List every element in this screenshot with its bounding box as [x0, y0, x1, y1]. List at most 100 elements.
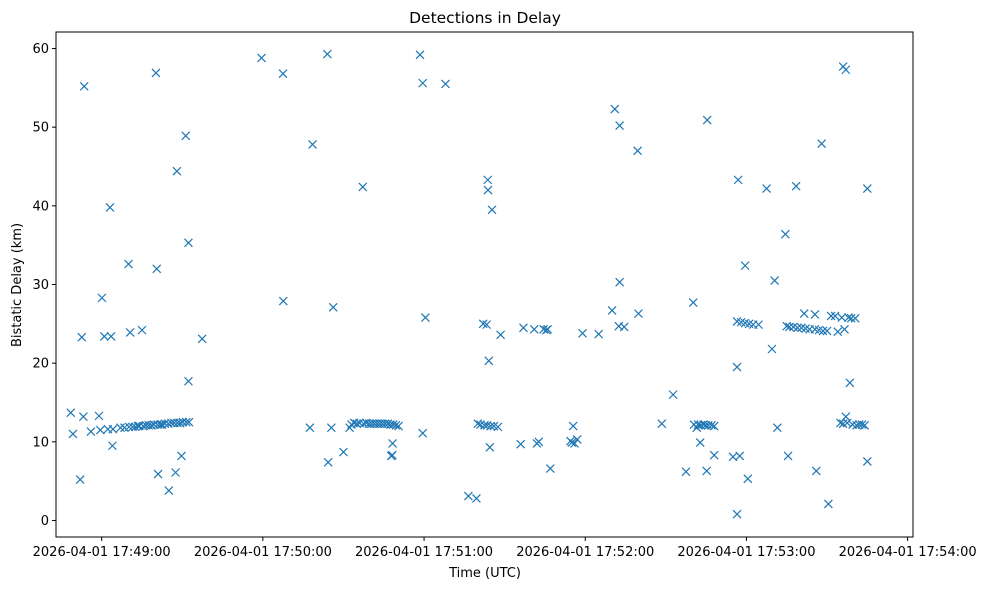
data-point [308, 140, 317, 149]
data-point [668, 390, 678, 400]
data-point [657, 419, 667, 429]
data-point [68, 429, 78, 439]
data-point [496, 330, 506, 340]
data-point [681, 467, 691, 477]
data-point [860, 420, 870, 430]
data-point [124, 259, 133, 269]
data-point [709, 421, 719, 431]
data-point [305, 423, 315, 433]
data-point [850, 313, 860, 323]
data-point [358, 182, 368, 192]
data-point [567, 438, 577, 448]
data-point [780, 229, 790, 239]
data-point [172, 166, 182, 176]
data-point [534, 437, 544, 447]
data-point [702, 115, 712, 125]
data-point [695, 438, 705, 448]
data-point [784, 322, 794, 332]
data-point [594, 329, 604, 339]
data-point [516, 439, 526, 449]
data-point [473, 419, 483, 429]
data-point [463, 491, 473, 501]
data-point [735, 451, 745, 461]
data-point [177, 451, 186, 461]
data-points [66, 49, 872, 519]
data-point [257, 53, 266, 63]
data-point [391, 420, 401, 430]
data-point [707, 420, 716, 430]
data-point [709, 450, 719, 460]
data-point [732, 509, 742, 519]
data-point [810, 309, 820, 319]
data-point [615, 121, 625, 131]
data-point [151, 68, 161, 78]
data-point [388, 420, 398, 429]
data-point [846, 313, 856, 323]
y-tick-label: 50 [32, 121, 49, 136]
data-point [543, 324, 553, 334]
data-point [137, 325, 147, 335]
data-point [634, 309, 643, 319]
data-point [487, 205, 497, 215]
data-point [770, 276, 780, 285]
y-tick-label: 0 [41, 514, 49, 529]
data-point [79, 81, 89, 91]
data-point [153, 469, 163, 479]
data-point [106, 331, 116, 341]
data-point [95, 425, 105, 435]
data-point [783, 451, 793, 461]
data-point [539, 324, 549, 334]
data-point [862, 184, 872, 193]
data-point [108, 424, 118, 434]
data-point [184, 417, 194, 427]
data-point [387, 450, 397, 460]
data-point [862, 457, 872, 466]
data-point [278, 69, 288, 79]
data-point [823, 499, 833, 509]
data-point [633, 146, 643, 156]
data-point [441, 79, 450, 89]
data-point [107, 441, 117, 451]
data-point [841, 65, 851, 75]
data-point [493, 422, 503, 432]
data-point [830, 311, 840, 321]
data-point [545, 464, 555, 473]
data-point [66, 408, 76, 418]
chart-title: Detections in Delay [409, 9, 561, 27]
data-point [818, 326, 828, 336]
x-tick-label: 2026-04-01 17:53:00 [677, 545, 815, 560]
y-tick-label: 60 [32, 42, 49, 57]
data-point [152, 264, 162, 274]
data-point [483, 185, 493, 195]
data-point [857, 420, 867, 429]
y-tick-label: 30 [32, 278, 49, 293]
data-point [184, 238, 193, 248]
data-point [568, 421, 578, 431]
data-point [570, 438, 579, 448]
data-point [94, 411, 104, 421]
data-point [762, 184, 772, 193]
data-point [326, 423, 336, 433]
data-point [171, 468, 180, 477]
data-point [519, 323, 528, 333]
data-point [322, 49, 332, 59]
data-point [181, 417, 191, 427]
data-point [116, 423, 125, 433]
data-point [97, 293, 107, 303]
data-point [420, 313, 430, 322]
data-point [793, 323, 802, 333]
data-point [702, 466, 712, 476]
data-point [86, 427, 96, 437]
data-point [572, 435, 582, 444]
data-point [799, 309, 809, 319]
data-point [842, 418, 852, 428]
data-point [197, 334, 207, 344]
x-tick-label: 2026-04-01 17:50:00 [194, 545, 332, 560]
y-axis-label: Bistatic Delay (km) [10, 223, 25, 347]
y-tick-label: 40 [32, 199, 49, 214]
data-point [77, 332, 87, 342]
data-point [486, 421, 496, 431]
data-point [485, 442, 495, 452]
data-point [472, 494, 481, 503]
